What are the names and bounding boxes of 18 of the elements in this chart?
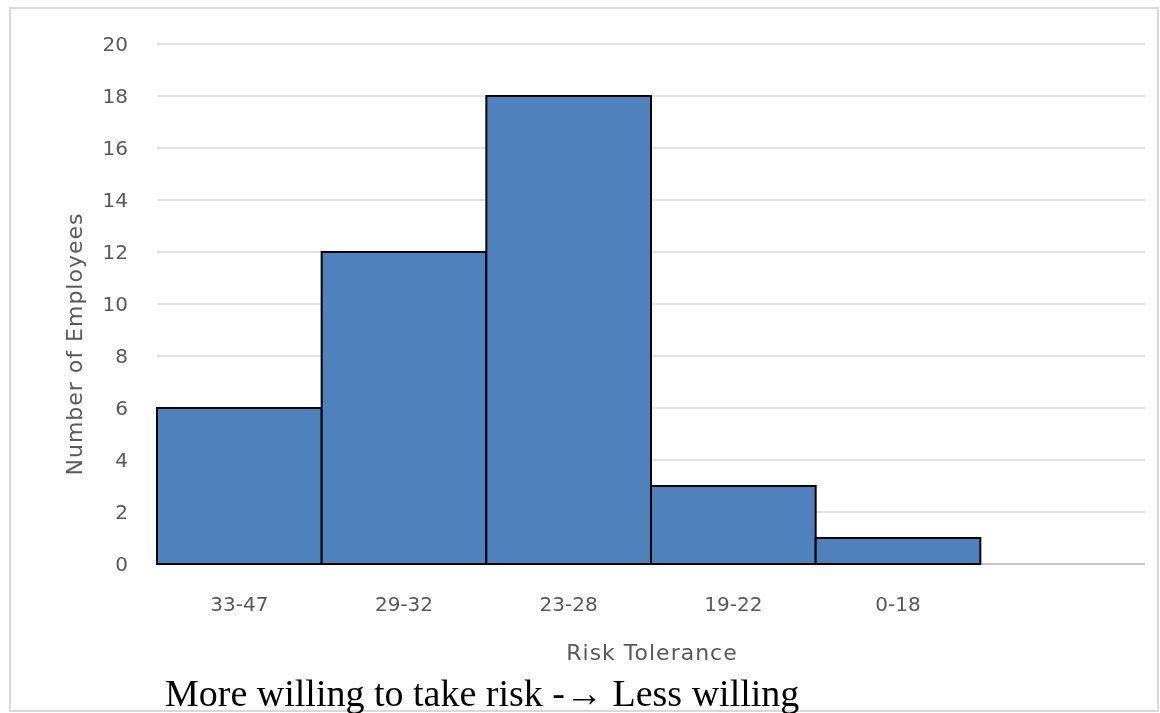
y-tick-label: 16 — [102, 136, 128, 160]
x-tick-label: 19-22 — [704, 592, 763, 616]
y-tick-label: 10 — [102, 292, 128, 316]
y-tick-label: 8 — [115, 344, 128, 368]
y-tick-label: 4 — [115, 448, 128, 472]
y-tick-label: 18 — [102, 84, 128, 108]
x-tick-label: 0-18 — [875, 592, 921, 616]
y-tick-label: 12 — [102, 240, 128, 264]
y-axis-title: Number of Employees — [61, 212, 87, 476]
y-tick-label: 6 — [115, 396, 128, 420]
y-tick-label: 20 — [102, 32, 128, 56]
y-tick-label: 0 — [115, 552, 128, 576]
x-tick-label: 29-32 — [374, 592, 434, 616]
y-tick-label: 14 — [102, 188, 128, 212]
x-tick-label: 23-28 — [539, 592, 598, 616]
x-axis-title: Risk Tolerance — [566, 639, 738, 665]
y-tick-label: 2 — [115, 500, 128, 524]
x-tick-label: 33-47 — [210, 592, 269, 616]
